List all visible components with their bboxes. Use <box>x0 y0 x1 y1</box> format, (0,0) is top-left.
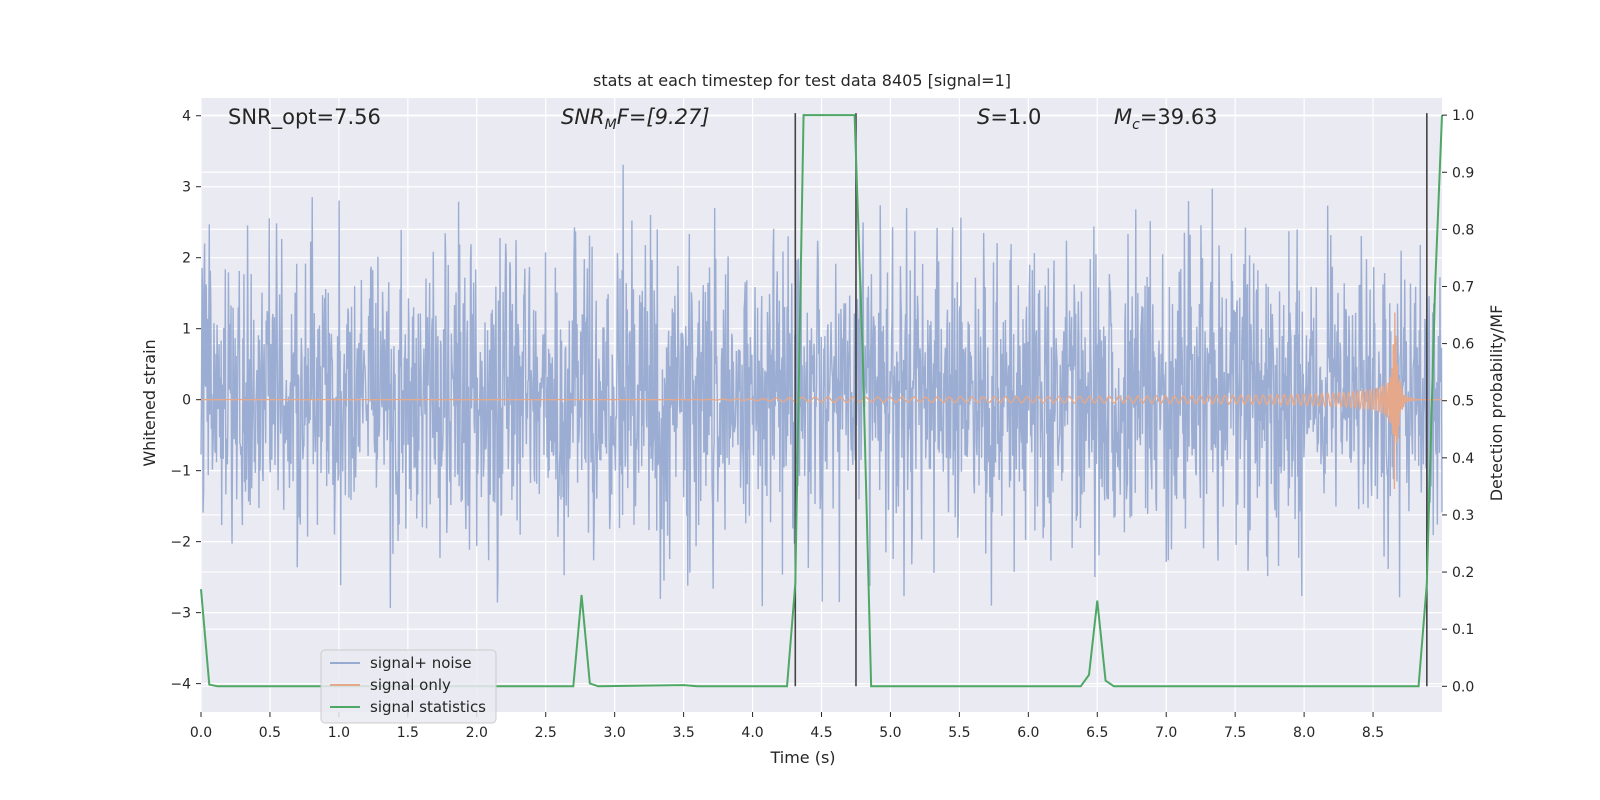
snr-opt-annotation: SNR_opt=7.56 <box>228 105 381 130</box>
y-right-tick-label: 0.3 <box>1452 508 1474 524</box>
y-axis-left-ticks: 4 3 2 1 0 −1 −2 −3 −4 <box>170 109 201 693</box>
y-right-tick-label: 0.2 <box>1452 565 1474 581</box>
x-tick-label: 4.5 <box>810 725 832 741</box>
legend-label-noise: signal+ noise <box>370 654 472 672</box>
signal-noise-line <box>200 164 1443 608</box>
x-tick-label: 6.5 <box>1086 725 1108 741</box>
x-tick-label: 2.0 <box>466 725 488 741</box>
y-right-tick-label: 0.7 <box>1452 279 1474 295</box>
y-axis-right-label: Detection probability/MF <box>1487 305 1506 502</box>
y-right-tick-label: 0.9 <box>1452 165 1474 181</box>
snr-mf-annotation: SNRMF=[9.27] <box>561 105 710 133</box>
x-tick-label: 0.0 <box>190 725 212 741</box>
x-tick-label: 1.0 <box>328 725 350 741</box>
x-tick-label: 5.5 <box>948 725 970 741</box>
signal-only-series <box>201 312 1442 489</box>
y-right-tick-label: 0.0 <box>1452 679 1474 695</box>
y-right-tick-label: 0.5 <box>1452 394 1474 410</box>
chart-title: stats at each timestep for test data 840… <box>593 71 1011 90</box>
signal-only-line <box>201 312 1442 489</box>
x-tick-label: 7.5 <box>1224 725 1246 741</box>
y-left-tick-label: −1 <box>170 464 191 480</box>
y-left-tick-label: 1 <box>182 322 191 338</box>
x-axis-label: Time (s) <box>769 748 835 767</box>
y-left-tick-label: 0 <box>182 393 191 409</box>
mc-annotation: Mc=39.63 <box>1114 105 1218 133</box>
x-tick-label: 1.5 <box>397 725 419 741</box>
x-tick-label: 4.0 <box>741 725 763 741</box>
x-tick-label: 8.0 <box>1293 725 1315 741</box>
x-tick-label: 6.0 <box>1017 725 1039 741</box>
y-axis-right-ticks: 1.0 0.9 0.8 0.7 0.6 0.5 0.4 0.3 0.2 0.1 0.0 <box>1442 108 1474 695</box>
y-axis-left-label: Whitened strain <box>140 339 159 466</box>
x-tick-label: 3.0 <box>604 725 626 741</box>
s-annotation: S=1.0 <box>977 105 1041 129</box>
y-right-tick-label: 0.6 <box>1452 337 1474 353</box>
y-left-tick-label: 3 <box>182 180 191 196</box>
legend-box <box>320 649 497 724</box>
y-left-tick-label: −4 <box>170 677 191 693</box>
y-left-tick-label: 2 <box>182 251 191 267</box>
x-tick-label: 7.0 <box>1155 725 1177 741</box>
x-tick-label: 5.0 <box>879 725 901 741</box>
signal-statistics-line <box>200 114 1443 688</box>
signal-noise-series <box>200 164 1443 608</box>
legend: signal+ noise signal only signal statist… <box>320 649 497 724</box>
y-left-tick-label: 4 <box>182 109 191 125</box>
y-left-tick-label: −2 <box>170 535 191 551</box>
y-right-tick-label: 0.1 <box>1452 622 1474 638</box>
x-tick-label: 0.5 <box>259 725 281 741</box>
x-tick-label: 8.5 <box>1362 725 1384 741</box>
y-left-tick-label: −3 <box>170 606 191 622</box>
legend-label-signal: signal only <box>370 676 451 694</box>
y-right-tick-label: 1.0 <box>1452 108 1474 124</box>
y-right-tick-label: 0.4 <box>1452 451 1474 467</box>
x-tick-label: 3.5 <box>672 725 694 741</box>
y-right-tick-label: 0.8 <box>1452 222 1474 238</box>
legend-label-stats: signal statistics <box>370 698 486 716</box>
x-axis-ticks: 0.0 0.5 1.0 1.5 2.0 2.5 3.0 3.5 4.0 4.5 5.0 5.5 6.0 6… <box>190 712 1384 741</box>
signal-statistics-series <box>200 114 1443 688</box>
x-tick-label: 2.5 <box>535 725 557 741</box>
